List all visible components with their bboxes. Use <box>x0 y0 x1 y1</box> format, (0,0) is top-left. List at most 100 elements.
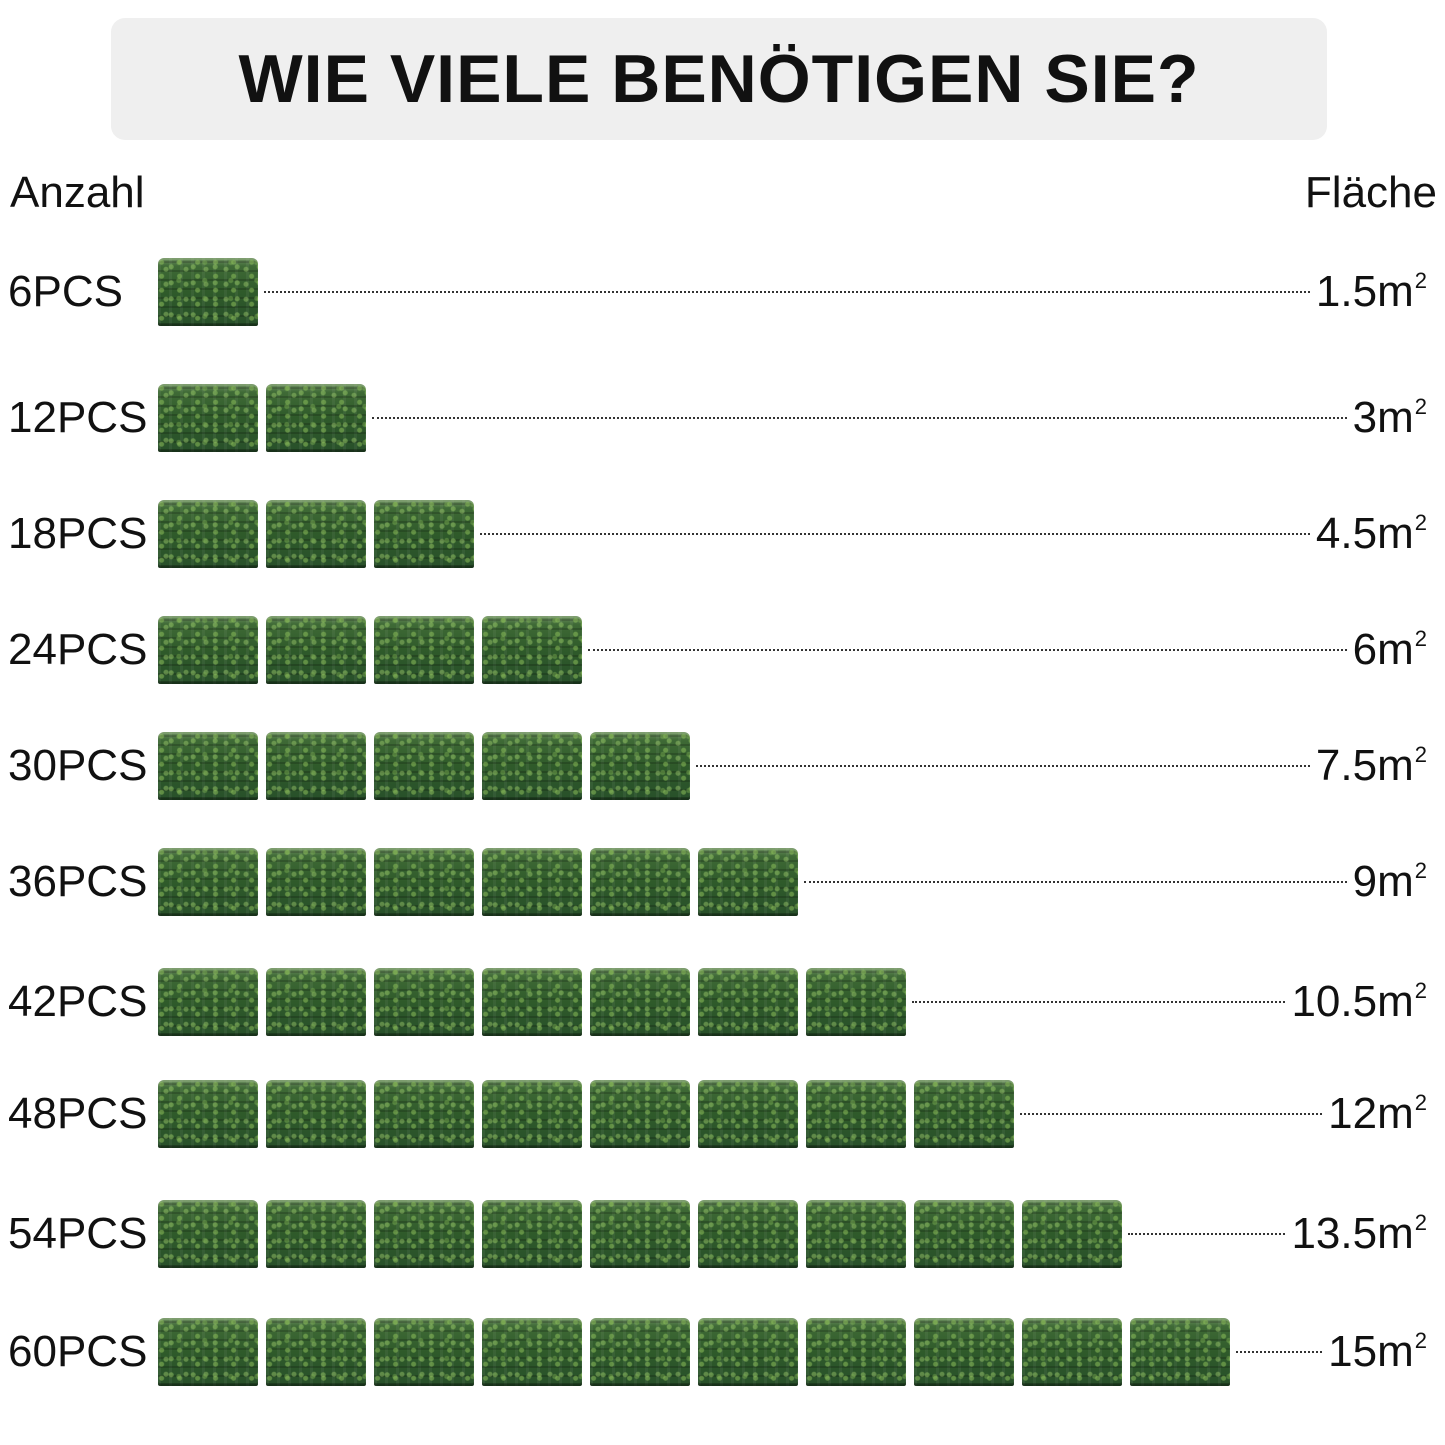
grass-panel <box>374 848 474 916</box>
area-label: 12m2 <box>1328 1078 1427 1150</box>
area-label: 1.5m2 <box>1316 256 1427 328</box>
area-label: 9m2 <box>1353 846 1427 918</box>
grass-panel <box>914 1318 1014 1386</box>
grass-panel <box>266 848 366 916</box>
area-value: 15m <box>1328 1327 1414 1376</box>
grass-panel <box>806 968 906 1036</box>
grass-panel <box>698 1080 798 1148</box>
area-label: 10.5m2 <box>1291 966 1427 1038</box>
grass-panel <box>1130 1318 1230 1386</box>
dotted-leader-line <box>1020 1113 1323 1115</box>
grass-panel <box>914 1080 1014 1148</box>
grass-panel <box>482 1200 582 1268</box>
area-label: 3m2 <box>1353 382 1427 454</box>
unit-superscript: 2 <box>1414 510 1427 535</box>
list-item: 18PCS 4.5m2 <box>0 498 1445 570</box>
grass-panel <box>482 1318 582 1386</box>
grass-panel <box>158 1200 258 1268</box>
grass-panel <box>482 968 582 1036</box>
list-item: 24PCS 6m2 <box>0 614 1445 686</box>
area-value: 1.5m <box>1315 267 1414 316</box>
quantity-column-header: Anzahl <box>10 168 145 217</box>
area-value: 6m <box>1352 625 1414 674</box>
grass-panel <box>374 732 474 800</box>
area-label: 7.5m2 <box>1316 730 1427 802</box>
dotted-leader-line <box>264 291 1310 293</box>
grass-panel <box>158 258 258 326</box>
unit-superscript: 2 <box>1414 1328 1427 1353</box>
grass-panel <box>590 732 690 800</box>
grass-panel <box>698 1200 798 1268</box>
area-label: 6m2 <box>1353 614 1427 686</box>
grass-panel <box>266 1318 366 1386</box>
area-value: 13.5m <box>1291 1209 1414 1258</box>
grass-panel <box>158 384 258 452</box>
grass-panel <box>806 1080 906 1148</box>
list-item: 36PCS 9m2 <box>0 846 1445 918</box>
grass-panel <box>266 968 366 1036</box>
grass-panel <box>590 968 690 1036</box>
grass-panel <box>374 1318 474 1386</box>
quantity-label: 60PCS <box>8 1327 148 1376</box>
grass-panel <box>374 500 474 568</box>
grass-panel <box>266 500 366 568</box>
list-item: 30PCS 7.5m2 <box>0 730 1445 802</box>
dotted-leader-line <box>588 649 1347 651</box>
grass-panel <box>266 1200 366 1268</box>
grass-panel <box>1022 1200 1122 1268</box>
quantity-label: 30PCS <box>8 741 148 790</box>
grass-panel <box>482 848 582 916</box>
unit-superscript: 2 <box>1414 742 1427 767</box>
area-value: 12m <box>1328 1089 1414 1138</box>
unit-superscript: 2 <box>1414 394 1427 419</box>
grass-panel <box>806 1200 906 1268</box>
quantity-label: 48PCS <box>8 1089 148 1138</box>
area-value: 7.5m <box>1315 741 1414 790</box>
grass-panel <box>374 616 474 684</box>
grass-panel <box>158 1080 258 1148</box>
grass-panel <box>158 968 258 1036</box>
grass-panel <box>266 616 366 684</box>
quantity-label: 54PCS <box>8 1209 148 1258</box>
dotted-leader-line <box>804 881 1347 883</box>
grass-panel <box>698 968 798 1036</box>
grass-panel <box>374 1080 474 1148</box>
dotted-leader-line <box>696 765 1310 767</box>
unit-superscript: 2 <box>1414 626 1427 651</box>
grass-panel <box>590 848 690 916</box>
grass-panel <box>590 1200 690 1268</box>
area-value: 3m <box>1352 393 1414 442</box>
grass-panel <box>374 1200 474 1268</box>
quantity-label: 36PCS <box>8 857 148 906</box>
grass-panel <box>266 1080 366 1148</box>
page-title: WIE VIELE BENÖTIGEN SIE? <box>238 41 1200 117</box>
quantity-label: 24PCS <box>8 625 148 674</box>
area-label: 15m2 <box>1328 1316 1427 1388</box>
grass-panel <box>374 968 474 1036</box>
area-value: 9m <box>1352 857 1414 906</box>
grass-panel <box>914 1200 1014 1268</box>
list-item: 12PCS 3m2 <box>0 382 1445 454</box>
dotted-leader-line <box>480 533 1310 535</box>
quantity-label: 18PCS <box>8 509 148 558</box>
grass-panel <box>482 616 582 684</box>
grass-panel <box>158 500 258 568</box>
grass-panel <box>590 1080 690 1148</box>
list-item: 54PCS 13.5m2 <box>0 1198 1445 1270</box>
area-label: 4.5m2 <box>1316 498 1427 570</box>
quantity-label: 42PCS <box>8 977 148 1026</box>
unit-superscript: 2 <box>1414 1090 1427 1115</box>
dotted-leader-line <box>912 1001 1286 1003</box>
grass-panel <box>806 1318 906 1386</box>
list-item: 6PCS 1.5m2 <box>0 256 1445 328</box>
area-column-header: Fläche <box>1304 168 1437 217</box>
unit-superscript: 2 <box>1414 1210 1427 1235</box>
dotted-leader-line <box>372 417 1347 419</box>
grass-panel <box>158 1318 258 1386</box>
grass-panel <box>698 848 798 916</box>
grass-panel <box>698 1318 798 1386</box>
unit-superscript: 2 <box>1414 858 1427 883</box>
grass-panel <box>158 848 258 916</box>
quantity-label: 12PCS <box>8 393 148 442</box>
grass-panel <box>158 732 258 800</box>
